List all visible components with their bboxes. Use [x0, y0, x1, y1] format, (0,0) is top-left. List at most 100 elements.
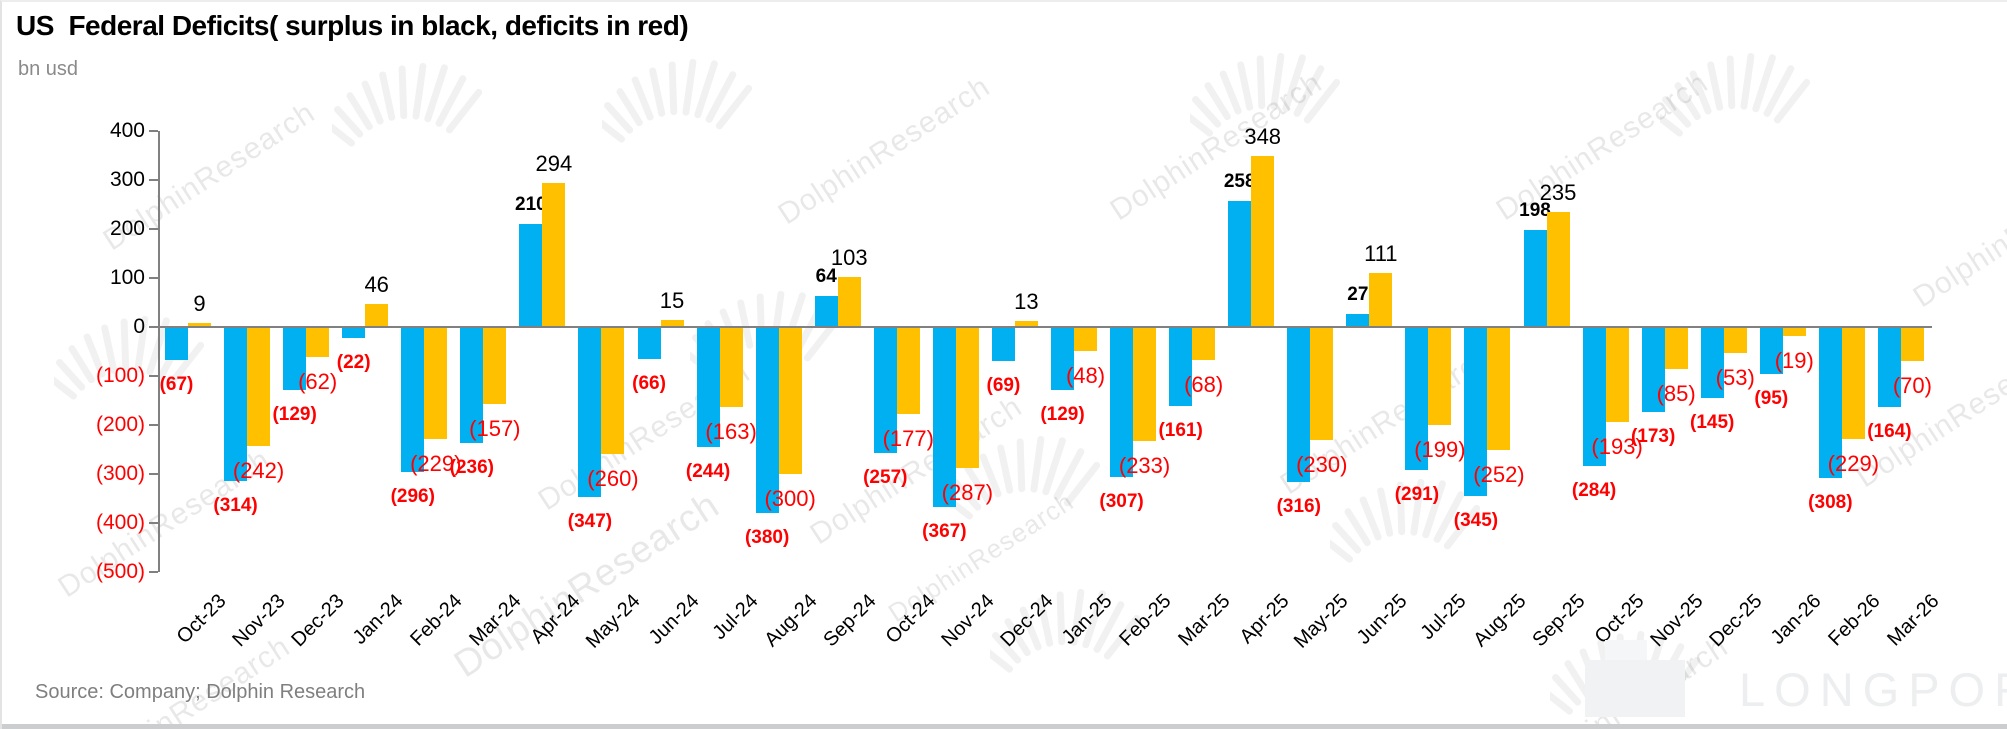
y-axis-tick	[149, 473, 158, 475]
data-label-yellow-series-Dec-25: (53)	[1715, 364, 1755, 390]
data-label-yellow-series-Dec-23: (62)	[298, 369, 338, 395]
bar-blue-series-Sep-25	[1523, 229, 1547, 327]
bar-yellow-series-Jul-25	[1428, 327, 1452, 425]
y-axis-line	[158, 131, 160, 572]
bar-blue-series-Jul-24	[696, 327, 720, 447]
data-label-yellow-series-Jul-24: (163)	[705, 418, 757, 444]
bar-yellow-series-Nov-23	[247, 327, 271, 446]
bar-yellow-series-Sep-24	[837, 276, 861, 327]
bar-blue-series-Nov-24	[932, 327, 956, 507]
y-tick-label-0: 0	[133, 315, 145, 338]
y-axis-tick	[149, 571, 158, 573]
data-label-yellow-series-Feb-26: (229)	[1827, 451, 1880, 477]
data-label-blue-series-Nov-24: (367)	[922, 520, 967, 542]
bar-yellow-series-Mar-24	[483, 327, 507, 404]
bar-blue-series-Feb-25	[1110, 327, 1134, 478]
data-label-blue-series-Feb-24: (296)	[390, 486, 435, 508]
bar-yellow-series-Jul-24	[719, 327, 743, 407]
bar-blue-series-Oct-25	[1582, 327, 1606, 467]
data-label-blue-series-Apr-24: 210	[515, 194, 547, 216]
data-label-yellow-series-Feb-25: (233)	[1118, 453, 1171, 479]
bar-blue-series-Jun-24	[637, 327, 661, 360]
logo-block	[1585, 660, 1685, 717]
data-label-blue-series-Feb-26: (308)	[1808, 491, 1853, 513]
y-tick-label--300: (300)	[95, 462, 145, 485]
y-tick-label--500: (500)	[95, 560, 145, 583]
y-axis-tick	[149, 228, 158, 230]
watermark-bars-fan-icon	[1652, 34, 1811, 189]
data-label-yellow-series-Aug-25: (252)	[1473, 462, 1525, 488]
bar-yellow-series-Aug-25	[1487, 327, 1511, 451]
data-label-blue-series-Jan-24: (22)	[336, 351, 371, 373]
y-tick-label-400: 400	[109, 119, 145, 142]
bar-blue-series-Mar-26	[1877, 327, 1901, 408]
bar-yellow-series-Apr-25	[1251, 156, 1275, 327]
y-axis-tick	[149, 522, 158, 524]
bar-blue-series-Dec-23	[283, 327, 307, 391]
data-label-yellow-series-Oct-25: (193)	[1591, 433, 1643, 459]
bar-blue-series-Dec-24	[991, 327, 1015, 361]
data-label-yellow-series-Sep-25: 235	[1539, 179, 1577, 205]
bar-yellow-series-Aug-24	[778, 327, 802, 474]
data-label-yellow-series-Nov-25: (85)	[1656, 380, 1696, 406]
data-label-blue-series-Aug-25: (345)	[1453, 510, 1499, 532]
data-label-yellow-series-May-24: (260)	[587, 466, 639, 492]
bar-blue-series-Jul-25	[1405, 327, 1429, 470]
data-label-yellow-series-Jun-24: 15	[659, 287, 685, 313]
data-label-blue-series-Jan-25: (129)	[1040, 404, 1085, 426]
data-label-blue-series-Nov-25: (173)	[1630, 425, 1676, 447]
bar-yellow-series-Feb-24	[424, 327, 448, 440]
bar-yellow-series-Feb-26	[1841, 327, 1865, 440]
bar-blue-series-Oct-24	[873, 327, 897, 453]
bar-blue-series-Nov-25	[1641, 327, 1665, 412]
bar-blue-series-Jan-26	[1759, 327, 1783, 374]
data-label-blue-series-Jul-25: (291)	[1394, 483, 1440, 505]
data-label-blue-series-May-25: (316)	[1276, 495, 1321, 517]
watermark-bars-fan-icon	[982, 570, 1141, 725]
data-label-blue-series-Mar-26: (164)	[1867, 421, 1912, 443]
y-axis-tick	[149, 179, 158, 181]
y-tick-label--100: (100)	[95, 364, 145, 387]
bar-blue-series-Apr-24	[519, 224, 543, 327]
bar-yellow-series-Mar-26	[1900, 327, 1924, 362]
data-label-blue-series-Jul-24: (244)	[685, 460, 731, 482]
y-axis-tick	[149, 326, 158, 328]
y-tick-label--400: (400)	[95, 511, 145, 534]
data-label-blue-series-Sep-24: 64	[815, 265, 837, 287]
bar-blue-series-Mar-25	[1169, 327, 1193, 406]
data-label-blue-series-Oct-25: (284)	[1571, 480, 1617, 502]
data-label-yellow-series-Mar-26: (70)	[1892, 373, 1932, 399]
longport-logo-watermark: LONGPORT	[1739, 663, 2007, 716]
data-label-yellow-series-Nov-23: (242)	[232, 457, 285, 483]
data-label-blue-series-Jun-25: 27	[1347, 283, 1369, 305]
data-label-blue-series-Sep-25: 198	[1519, 199, 1551, 221]
y-axis-tick	[149, 424, 158, 426]
y-axis-unit-label: bn usd	[18, 58, 79, 80]
data-label-yellow-series-Jul-25: (199)	[1414, 436, 1466, 462]
bar-blue-series-Jan-25	[1051, 327, 1074, 391]
data-label-blue-series-Dec-25: (145)	[1690, 412, 1735, 434]
bar-yellow-series-Jun-24	[660, 319, 684, 327]
watermark-bars-fan-icon	[324, 44, 483, 199]
watermark-bars-fan-icon	[594, 40, 753, 195]
data-label-blue-series-Apr-25: 258	[1223, 170, 1256, 192]
bar-blue-series-Jun-25	[1346, 313, 1370, 327]
data-label-yellow-series-Oct-23: 9	[193, 290, 206, 316]
bar-blue-series-Feb-24	[401, 327, 425, 473]
bar-yellow-series-Sep-25	[1546, 211, 1570, 327]
bar-yellow-series-Feb-25	[1133, 327, 1157, 442]
data-label-blue-series-Oct-24: (257)	[863, 466, 908, 488]
bar-blue-series-Jan-24	[342, 327, 366, 338]
y-tick-label-200: 200	[109, 217, 145, 240]
bottom-edge-strip	[2, 724, 2007, 729]
data-label-blue-series-Jun-24: (66)	[632, 373, 666, 395]
bar-yellow-series-Nov-25	[1664, 327, 1688, 369]
data-label-yellow-series-Mar-24: (157)	[469, 415, 521, 441]
data-label-blue-series-Jan-26: (95)	[1754, 387, 1789, 409]
bar-yellow-series-Dec-25	[1723, 327, 1747, 353]
bar-yellow-series-Apr-24	[542, 182, 566, 327]
y-tick-label--200: (200)	[95, 413, 145, 436]
data-label-yellow-series-Jan-26: (19)	[1774, 348, 1814, 374]
data-label-blue-series-Dec-23: (129)	[272, 404, 317, 426]
